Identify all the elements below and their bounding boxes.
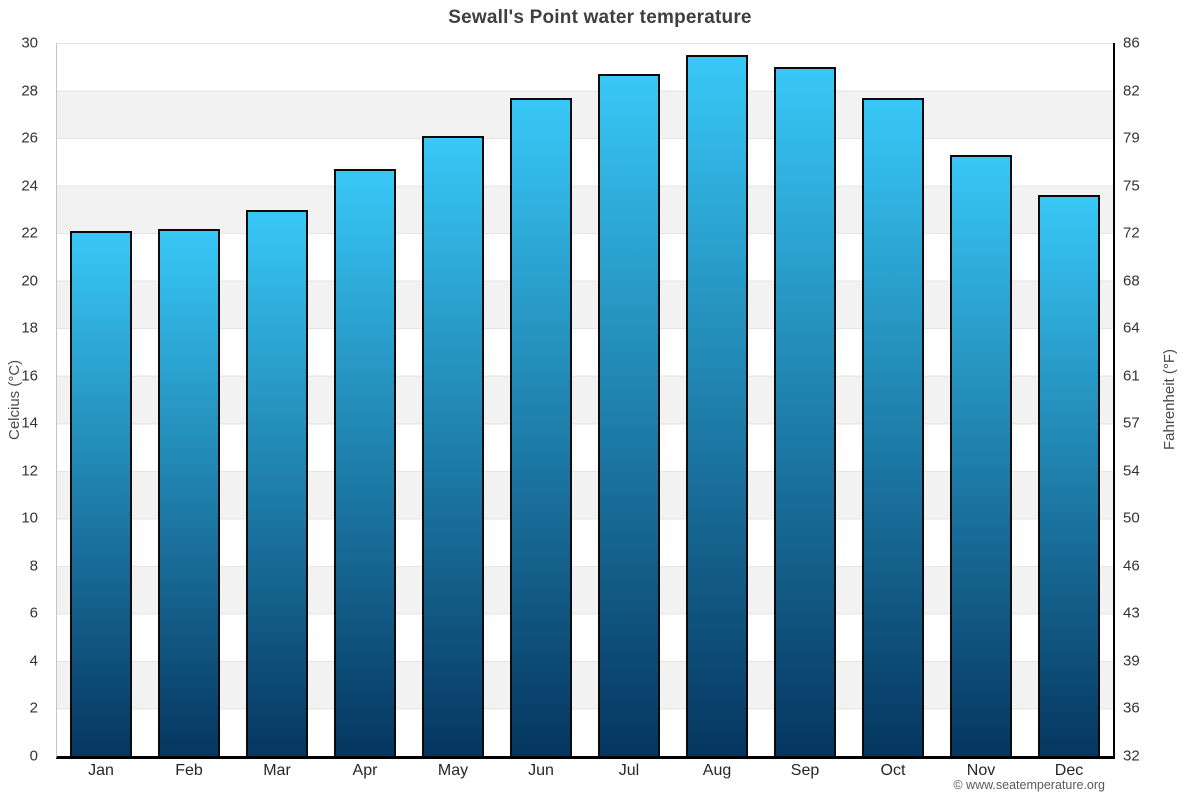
bar-slot: [849, 43, 937, 756]
y-tick-label-celsius: 16: [21, 367, 38, 385]
y-tick-label-celsius: 28: [21, 82, 38, 100]
bar-slot: [145, 43, 233, 756]
y-tick-label-celsius: 10: [21, 509, 38, 527]
bar-aug[interactable]: [686, 55, 748, 756]
bar-nov[interactable]: [950, 155, 1012, 756]
bar-slot: [585, 43, 673, 756]
y-tick-label-fahrenheit: 54: [1123, 462, 1140, 480]
x-axis-label-jan: Jan: [88, 762, 114, 779]
x-axis-label-jul: Jul: [618, 762, 640, 779]
y-tick-label-celsius: 14: [21, 414, 38, 432]
y-tick-label-celsius: 22: [21, 224, 38, 242]
y-tick-label-fahrenheit: 72: [1123, 224, 1140, 242]
y-axis-left-ticks: 0 2 4 6 8 10 12 14 16 18 20 22 24 26 28 30: [0, 0, 47, 800]
x-axis-label-may: May: [437, 762, 469, 779]
credit-text: © www.seatemperature.org: [953, 778, 1105, 792]
bar-slot: [409, 43, 497, 756]
y-tick-label-celsius: 4: [29, 652, 38, 670]
bar-may[interactable]: [422, 136, 484, 756]
y-tick-label-fahrenheit: 57: [1123, 414, 1140, 432]
x-axis-label-sep: Sep: [790, 762, 820, 779]
bar-slot: [497, 43, 585, 756]
y-tick-label-fahrenheit: 68: [1123, 272, 1140, 290]
y-tick-label-fahrenheit: 64: [1123, 319, 1140, 337]
y-tick-label-celsius: 2: [29, 699, 38, 717]
y-tick-label-fahrenheit: 75: [1123, 177, 1140, 195]
bar-jun[interactable]: [510, 98, 572, 756]
y-tick-label-celsius: 24: [21, 177, 38, 195]
y-tick-label-fahrenheit: 61: [1123, 367, 1140, 385]
y-tick-label-celsius: 30: [21, 34, 38, 52]
y-tick-label-celsius: 0: [29, 747, 38, 765]
bar-slot: [233, 43, 321, 756]
bar-feb[interactable]: [158, 228, 220, 756]
bar-sep[interactable]: [774, 67, 836, 756]
x-axis-label-aug: Aug: [702, 762, 732, 779]
x-axis-label-feb: Feb: [175, 762, 203, 779]
x-axis-label-jun: Jun: [528, 762, 554, 779]
y-tick-label-fahrenheit: 50: [1123, 509, 1140, 527]
bar-apr[interactable]: [334, 169, 396, 756]
y-tick-label-fahrenheit: 39: [1123, 652, 1140, 670]
x-axis-label-apr: Apr: [352, 762, 378, 779]
bar-slot: [761, 43, 849, 756]
bar-oct[interactable]: [862, 98, 924, 756]
x-axis-labels: Jan Feb Mar Apr May Jun Jul Aug Sep Oct Nov Dec: [57, 762, 1113, 780]
chart-title: Sewall's Point water temperature: [448, 7, 752, 28]
bars-row: [57, 43, 1113, 756]
y-tick-label-fahrenheit: 79: [1123, 129, 1140, 147]
y-tick-label-fahrenheit: 32: [1123, 747, 1140, 765]
bar-jul[interactable]: [598, 74, 660, 756]
bar-mar[interactable]: [246, 209, 308, 756]
y-tick-label-fahrenheit: 36: [1123, 699, 1140, 717]
bar-jan[interactable]: [70, 231, 132, 756]
x-axis-label-dec: Dec: [1054, 762, 1084, 779]
plot-area: [56, 43, 1115, 759]
bar-dec[interactable]: [1038, 195, 1100, 756]
bar-slot: [1025, 43, 1113, 756]
y-tick-label-celsius: 20: [21, 272, 38, 290]
bar-slot: [57, 43, 145, 756]
y-tick-label-fahrenheit: 46: [1123, 557, 1140, 575]
x-axis-label-nov: Nov: [966, 762, 996, 779]
bar-slot: [937, 43, 1025, 756]
y-tick-label-celsius: 12: [21, 462, 38, 480]
bar-slot: [673, 43, 761, 756]
y-tick-label-celsius: 26: [21, 129, 38, 147]
x-axis-label-oct: Oct: [880, 762, 906, 779]
y-tick-label-fahrenheit: 43: [1123, 604, 1140, 622]
y-tick-label-celsius: 8: [29, 557, 38, 575]
bar-slot: [321, 43, 409, 756]
y-axis-right-ticks: 32 36 39 43 46 50 54 57 61 64 68 72 75 79 82 86: [1123, 0, 1183, 800]
y-tick-label-celsius: 6: [29, 604, 38, 622]
y-tick-label-fahrenheit: 86: [1123, 34, 1140, 52]
x-axis-label-mar: Mar: [263, 762, 291, 779]
y-tick-label-celsius: 18: [21, 319, 38, 337]
y-tick-label-fahrenheit: 82: [1123, 82, 1140, 100]
